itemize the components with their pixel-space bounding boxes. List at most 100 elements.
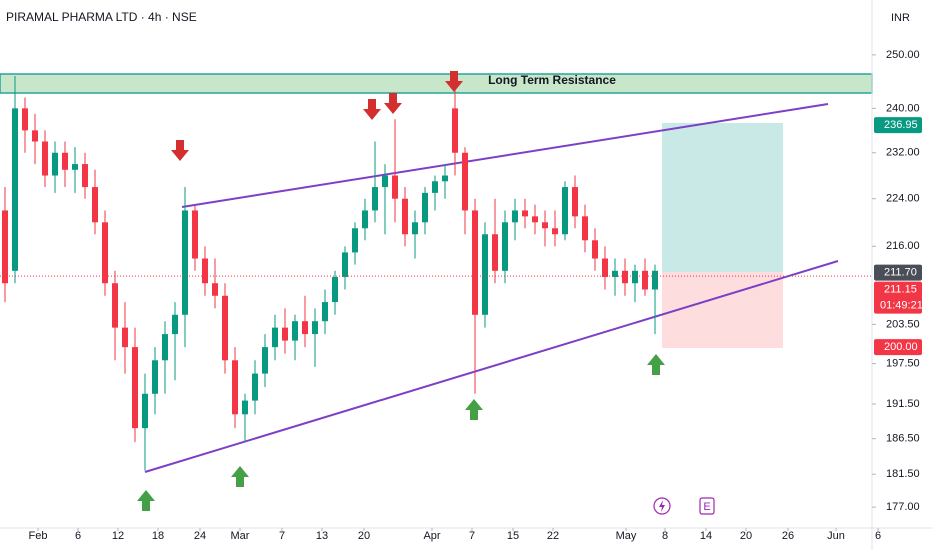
candle-body — [82, 164, 88, 188]
x-tick-label: 20 — [358, 530, 370, 542]
price-tag: 211.15 01:49:21 — [874, 281, 923, 314]
candle-body — [12, 108, 18, 271]
candle-body — [1, 210, 8, 284]
down-arrow — [171, 140, 189, 161]
candle-body — [592, 240, 598, 259]
x-tick-label: Apr — [423, 530, 440, 542]
price-tag-box — [874, 264, 922, 281]
earnings-icon[interactable] — [699, 497, 715, 515]
up-arrow — [465, 399, 483, 420]
candle-body — [332, 277, 338, 303]
lower-trendline — [144, 260, 839, 473]
candle-body — [502, 222, 508, 271]
candle-body — [452, 108, 458, 153]
y-tick-label: 232.00 — [886, 147, 920, 159]
candle-body — [582, 216, 588, 241]
candle-body — [542, 222, 548, 229]
candle-body — [362, 210, 368, 229]
zone-label: Long Term Resistance — [488, 73, 616, 87]
price-tag-box — [874, 117, 922, 134]
candle-body — [412, 222, 418, 235]
x-tick-label: 7 — [469, 530, 475, 542]
x-tick-label: 15 — [507, 530, 519, 542]
candle-body — [612, 270, 618, 278]
candle-body — [402, 198, 408, 235]
candle-body — [42, 141, 48, 176]
x-tick-label: 24 — [194, 530, 206, 542]
candle-body — [422, 192, 428, 223]
x-tick-label: 22 — [547, 530, 559, 542]
x-tick-label: 18 — [152, 530, 164, 542]
candle-body — [162, 334, 168, 361]
candle-body — [142, 393, 148, 429]
candle-body — [152, 360, 158, 394]
price-tag-box — [874, 339, 922, 356]
x-tick-label: 20 — [740, 530, 752, 542]
candle-body — [532, 216, 538, 223]
candle-body — [22, 108, 28, 131]
x-tick-label: Jun — [827, 530, 845, 542]
candle-body — [272, 327, 278, 348]
candle-body — [92, 187, 98, 223]
candle-body — [482, 234, 488, 315]
y-tick-label: 181.50 — [886, 468, 920, 480]
price-tag: 200.00 — [874, 339, 922, 356]
overlay: 236.95 211.70 211.15 01:49:21 200.00 — [0, 117, 923, 356]
countdown: 01:49:21 — [880, 300, 923, 312]
candle-body — [622, 270, 628, 284]
candle-body — [102, 222, 108, 284]
x-tick-label: May — [616, 530, 637, 542]
candle-body — [72, 164, 78, 170]
candle-body — [352, 228, 358, 253]
down-arrow — [445, 71, 463, 92]
resistance-zone — [0, 73, 873, 94]
up-arrow — [137, 490, 155, 511]
candle-body — [522, 210, 528, 217]
candle-body — [512, 210, 518, 223]
candle-body — [252, 373, 258, 401]
price-tag-label: 211.70 — [884, 267, 917, 279]
price-tag: 236.95 — [874, 117, 922, 134]
candle-body — [192, 210, 198, 259]
y-tick-label: 191.50 — [886, 398, 920, 410]
candle-body — [302, 321, 308, 335]
chart-title: PIRAMAL PHARMA LTD · 4h · NSE — [6, 10, 197, 24]
candle-body — [182, 210, 188, 315]
up-arrow — [647, 354, 665, 375]
y-tick-label: 224.00 — [886, 193, 920, 205]
candle-body — [132, 347, 138, 429]
candle-body — [242, 400, 248, 415]
candle-body — [312, 321, 318, 335]
candle-body — [282, 327, 288, 341]
candle-body — [392, 175, 398, 199]
x-tick-label: 26 — [782, 530, 794, 542]
x-tick-label: Feb — [29, 530, 48, 542]
target-zone — [662, 123, 783, 272]
candle-body — [572, 187, 578, 217]
candle-body — [212, 283, 218, 296]
candle-body — [322, 302, 328, 322]
candle-body — [122, 327, 128, 348]
y-tick-label: 240.00 — [886, 102, 920, 114]
candle-body — [222, 295, 228, 361]
price-tag-box — [874, 281, 922, 314]
upper-trendline — [181, 103, 829, 208]
price-tag: 211.70 — [874, 264, 922, 281]
candle-body — [442, 175, 448, 182]
price-tag-label: 236.95 — [884, 119, 918, 131]
x-tick-label: 7 — [279, 530, 285, 542]
candle-body — [432, 181, 438, 193]
candle-body — [382, 175, 388, 188]
currency: INR — [891, 12, 910, 24]
x-tick-label: 13 — [316, 530, 328, 542]
candle-body — [462, 152, 468, 211]
x-tick-label: 12 — [112, 530, 124, 542]
candle-body — [552, 228, 558, 235]
candle-body — [472, 210, 478, 315]
price-tag-label: 211.15 — [884, 284, 917, 296]
up-arrow — [231, 466, 249, 487]
candle-body — [652, 270, 658, 290]
candles — [1, 76, 658, 471]
x-tick-label: 8 — [662, 530, 668, 542]
candle-body — [292, 321, 298, 341]
